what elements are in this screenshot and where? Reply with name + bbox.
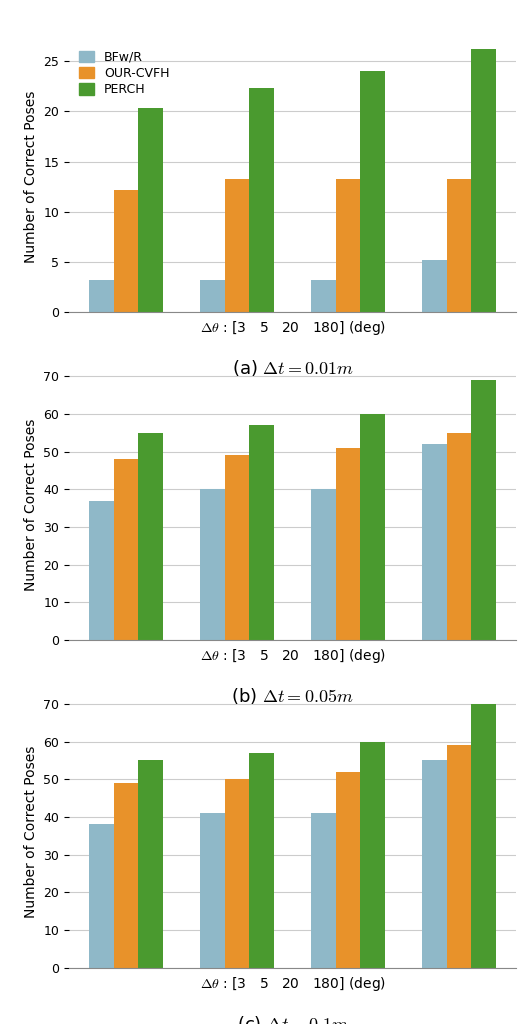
Bar bbox=[336, 178, 360, 312]
Bar bbox=[201, 489, 225, 640]
X-axis label: $\Delta\theta$ : [3   5   20   180] (deg): $\Delta\theta$ : [3 5 20 180] (deg) bbox=[200, 975, 386, 992]
Bar bbox=[336, 447, 360, 640]
Bar bbox=[114, 189, 138, 312]
Bar bbox=[201, 813, 225, 968]
Bar bbox=[89, 501, 114, 640]
Bar bbox=[138, 761, 163, 968]
Y-axis label: Number of Correct Poses: Number of Correct Poses bbox=[24, 90, 38, 263]
Text: (b) $\Delta t = 0.05m$: (b) $\Delta t = 0.05m$ bbox=[231, 686, 354, 707]
X-axis label: $\Delta\theta$ : [3   5   20   180] (deg): $\Delta\theta$ : [3 5 20 180] (deg) bbox=[200, 319, 386, 337]
Bar bbox=[89, 824, 114, 968]
Bar bbox=[447, 178, 471, 312]
Bar bbox=[250, 753, 274, 968]
Bar bbox=[114, 783, 138, 968]
Bar bbox=[225, 779, 250, 968]
Text: (a) $\Delta t = 0.01m$: (a) $\Delta t = 0.01m$ bbox=[231, 358, 354, 379]
Bar bbox=[447, 745, 471, 968]
Text: (c) $\Delta t = 0.1m$: (c) $\Delta t = 0.1m$ bbox=[237, 1014, 348, 1024]
Bar bbox=[471, 703, 496, 968]
Bar bbox=[89, 281, 114, 312]
Bar bbox=[225, 178, 250, 312]
Bar bbox=[138, 109, 163, 312]
Bar bbox=[422, 444, 447, 640]
Bar bbox=[360, 741, 385, 968]
X-axis label: $\Delta\theta$ : [3   5   20   180] (deg): $\Delta\theta$ : [3 5 20 180] (deg) bbox=[200, 647, 386, 665]
Bar bbox=[422, 761, 447, 968]
Y-axis label: Number of Correct Poses: Number of Correct Poses bbox=[24, 418, 38, 591]
Bar bbox=[360, 414, 385, 640]
Bar bbox=[471, 49, 496, 312]
Y-axis label: Number of Correct Poses: Number of Correct Poses bbox=[24, 745, 38, 919]
Bar bbox=[250, 88, 274, 312]
Bar bbox=[225, 456, 250, 640]
Bar bbox=[201, 281, 225, 312]
Bar bbox=[360, 71, 385, 312]
Bar bbox=[138, 433, 163, 640]
Bar bbox=[447, 433, 471, 640]
Bar bbox=[471, 380, 496, 640]
Bar bbox=[114, 459, 138, 640]
Bar bbox=[250, 425, 274, 640]
Bar bbox=[422, 260, 447, 312]
Bar bbox=[311, 813, 336, 968]
Bar bbox=[336, 772, 360, 968]
Bar bbox=[311, 489, 336, 640]
Bar bbox=[311, 281, 336, 312]
Legend: BFw/R, OUR-CVFH, PERCH: BFw/R, OUR-CVFH, PERCH bbox=[76, 47, 173, 100]
